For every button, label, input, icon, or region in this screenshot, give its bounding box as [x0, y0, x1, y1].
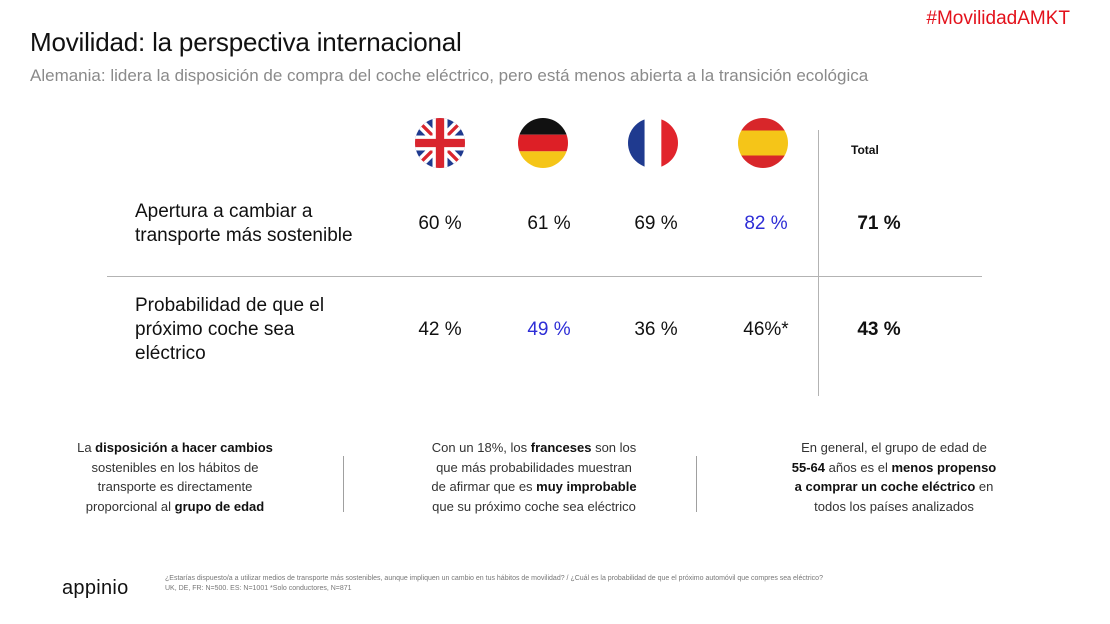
value-de-openness: 61 % [527, 213, 571, 234]
hashtag: #MovilidadAMKT [926, 8, 1070, 29]
value-fr-openness: 69 % [634, 213, 678, 234]
value-total-ev: 43 % [857, 319, 901, 340]
row-label-line: próximo coche sea [135, 319, 295, 340]
value-total-openness: 71 % [857, 213, 901, 234]
spain-flag-icon [738, 118, 788, 168]
value-de-ev: 49 % [527, 319, 571, 340]
total-column-header: Total [851, 143, 879, 157]
page-subtitle: Alemania: lidera la disposición de compr… [30, 66, 869, 85]
total-column-divider [818, 130, 819, 396]
page-title: Movilidad: la perspectiva internacional [30, 27, 462, 57]
uk-flag-icon [415, 118, 465, 168]
row-divider [107, 276, 982, 277]
appinio-logo: appinio [62, 577, 129, 599]
note-age-proportional: La disposición a hacer cambios sostenibl… [77, 440, 273, 514]
row-label-ev-probability: Probabilidad de que el próximo coche sea… [135, 294, 395, 366]
row-label-line: eléctrico [135, 343, 206, 364]
footnote: ¿Estarías dispuesto/a a utilizar medios … [165, 575, 823, 592]
row-label-line: transporte más sostenible [135, 225, 353, 246]
note-age-group: En general, el grupo de edad de 55-64 añ… [791, 440, 997, 514]
value-uk-ev: 42 % [418, 319, 462, 340]
france-flag-icon [628, 118, 678, 168]
value-uk-openness: 60 % [418, 213, 462, 234]
row-label-line: Probabilidad de que el [135, 295, 325, 316]
value-es-openness: 82 % [744, 213, 788, 234]
value-es-ev: 46%* [743, 319, 789, 340]
germany-flag-icon [518, 118, 568, 168]
value-fr-ev: 36 % [634, 319, 678, 340]
note-french-unlikely: Con un 18%, los franceses son los que má… [431, 440, 637, 514]
row-label-line: Apertura a cambiar a [135, 201, 313, 222]
row-label-openness: Apertura a cambiar a transporte más sost… [135, 200, 395, 248]
note-separator [343, 456, 344, 512]
note-separator [696, 456, 697, 512]
